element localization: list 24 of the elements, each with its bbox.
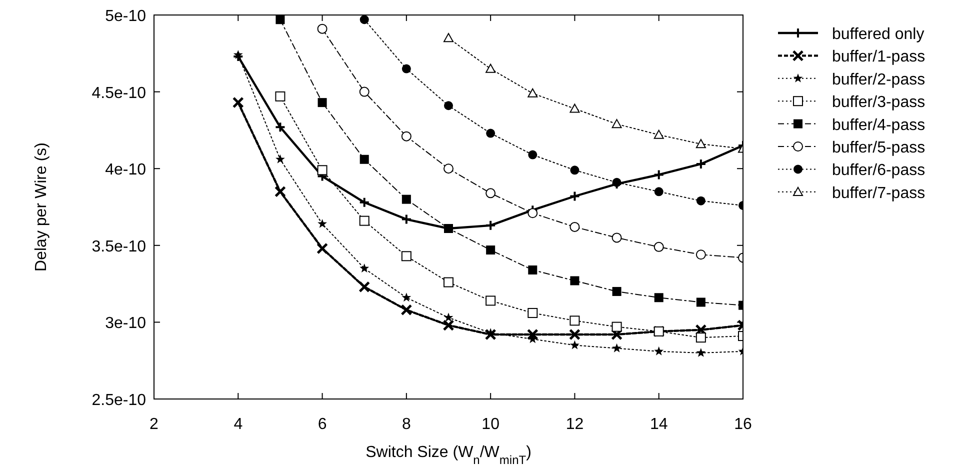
- x-axis-title: Switch Size (W$_{n}$/W$_{minT}$): [366, 444, 532, 467]
- legend-label: buffer/6-pass: [832, 162, 926, 180]
- x-tick-label: 2: [150, 416, 159, 433]
- x-tick-label: 4: [234, 416, 243, 433]
- legend-label: buffer/4-pass: [832, 116, 926, 134]
- y-tick-label: 4e-10: [105, 162, 146, 179]
- legend-label: buffer/3-pass: [832, 94, 926, 112]
- y-tick-label: 4.5e-10: [92, 84, 146, 102]
- x-tick-label: 10: [482, 416, 500, 433]
- y-axis-title: Delay per Wire (s): [33, 142, 50, 272]
- x-tick-label: 12: [566, 416, 584, 433]
- legend-label: buffer/7-pass: [832, 184, 926, 202]
- legend-label: buffer/5-pass: [832, 140, 926, 156]
- legend-label: buffer/2-pass: [832, 71, 926, 88]
- legend-label: buffer/1-pass: [832, 48, 926, 66]
- x-tick-label: 8: [402, 416, 411, 433]
- y-tick-label: 3e-10: [105, 315, 146, 332]
- y-tick-label: 5e-10: [105, 8, 146, 25]
- legend-label: buffered only: [832, 26, 924, 43]
- x-tick-label: 14: [650, 416, 668, 433]
- y-tick-label: 2.5e-10: [92, 392, 146, 409]
- y-tick-label: 3.5e-10: [92, 238, 146, 256]
- x-tick-label: 6: [318, 416, 327, 433]
- x-tick-label: 16: [734, 416, 752, 433]
